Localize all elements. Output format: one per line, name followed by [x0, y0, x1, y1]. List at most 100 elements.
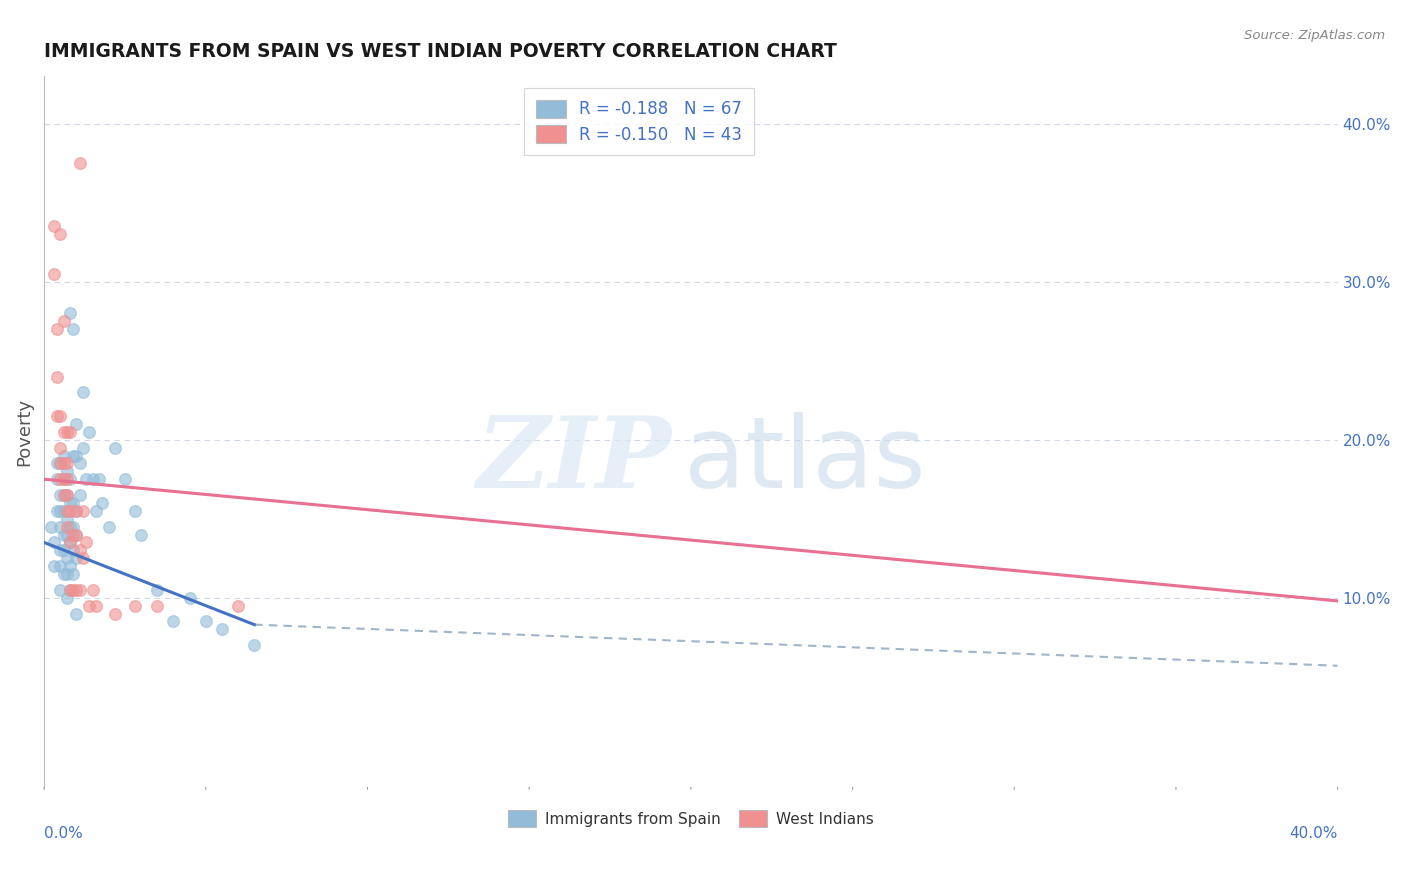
Point: [62, 543, 84, 558]
Point: [46, 322, 69, 336]
Point: [55, 472, 77, 486]
Point: [59, 425, 82, 439]
Point: [49, 488, 72, 502]
Point: [52, 449, 75, 463]
Point: [59, 559, 82, 574]
Point: [49, 582, 72, 597]
Point: [55, 512, 77, 526]
Y-axis label: Poverty: Poverty: [15, 398, 32, 466]
Point: [52, 504, 75, 518]
Point: [42, 535, 65, 549]
Point: [52, 567, 75, 582]
Point: [211, 623, 233, 637]
Point: [65, 504, 87, 518]
Point: [59, 496, 82, 510]
Point: [69, 457, 91, 471]
Text: 0.0%: 0.0%: [44, 826, 83, 841]
Point: [179, 591, 201, 605]
Point: [104, 607, 127, 621]
Point: [52, 488, 75, 502]
Point: [62, 582, 84, 597]
Point: [91, 496, 114, 510]
Point: [59, 582, 82, 597]
Point: [52, 425, 75, 439]
Point: [59, 472, 82, 486]
Point: [49, 504, 72, 518]
Point: [72, 551, 94, 566]
Point: [104, 441, 127, 455]
Point: [55, 504, 77, 518]
Point: [226, 599, 249, 613]
Point: [39, 519, 62, 533]
Point: [62, 496, 84, 510]
Point: [62, 322, 84, 336]
Point: [49, 472, 72, 486]
Point: [55, 591, 77, 605]
Point: [65, 607, 87, 621]
Point: [62, 449, 84, 463]
Point: [52, 457, 75, 471]
Point: [162, 615, 184, 629]
Point: [55, 464, 77, 478]
Point: [42, 219, 65, 234]
Point: [124, 599, 146, 613]
Point: [69, 582, 91, 597]
Point: [65, 527, 87, 541]
Text: IMMIGRANTS FROM SPAIN VS WEST INDIAN POVERTY CORRELATION CHART: IMMIGRANTS FROM SPAIN VS WEST INDIAN POV…: [44, 42, 837, 61]
Point: [59, 535, 82, 549]
Point: [55, 519, 77, 533]
Point: [65, 449, 87, 463]
Point: [87, 472, 110, 486]
Point: [59, 519, 82, 533]
Point: [52, 527, 75, 541]
Point: [72, 441, 94, 455]
Point: [55, 488, 77, 502]
Point: [82, 582, 104, 597]
Point: [65, 551, 87, 566]
Point: [59, 306, 82, 320]
Point: [146, 582, 169, 597]
Point: [146, 599, 169, 613]
Point: [72, 504, 94, 518]
Point: [72, 385, 94, 400]
Point: [55, 457, 77, 471]
Point: [42, 559, 65, 574]
Point: [49, 409, 72, 423]
Point: [42, 267, 65, 281]
Point: [97, 519, 120, 533]
Point: [49, 559, 72, 574]
Point: [46, 504, 69, 518]
Point: [46, 472, 69, 486]
Point: [65, 582, 87, 597]
Text: Source: ZipAtlas.com: Source: ZipAtlas.com: [1244, 29, 1385, 42]
Point: [243, 638, 266, 652]
Point: [46, 409, 69, 423]
Point: [46, 369, 69, 384]
Point: [62, 567, 84, 582]
Point: [65, 417, 87, 431]
Point: [49, 441, 72, 455]
Point: [55, 551, 77, 566]
Point: [55, 425, 77, 439]
Point: [49, 543, 72, 558]
Point: [75, 472, 97, 486]
Point: [69, 488, 91, 502]
Point: [49, 457, 72, 471]
Point: [52, 543, 75, 558]
Point: [55, 567, 77, 582]
Point: [65, 504, 87, 518]
Point: [62, 519, 84, 533]
Point: [49, 227, 72, 242]
Point: [52, 472, 75, 486]
Point: [52, 472, 75, 486]
Point: [65, 527, 87, 541]
Point: [84, 599, 107, 613]
Text: atlas: atlas: [685, 412, 927, 508]
Point: [55, 527, 77, 541]
Point: [59, 504, 82, 518]
Point: [49, 519, 72, 533]
Point: [69, 543, 91, 558]
Point: [52, 488, 75, 502]
Point: [62, 527, 84, 541]
Point: [129, 527, 152, 541]
